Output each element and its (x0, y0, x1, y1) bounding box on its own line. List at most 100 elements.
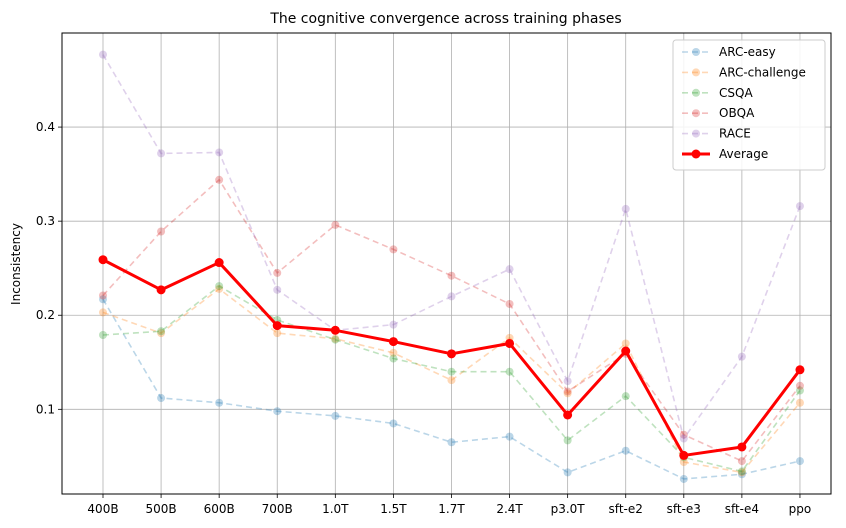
data-point (99, 331, 107, 340)
data-point (737, 467, 746, 476)
data-point (621, 446, 630, 455)
x-tick-label: 700B (262, 502, 293, 516)
data-point (505, 265, 514, 274)
legend-item: CSQA (682, 86, 753, 100)
legend-item: Average (682, 147, 768, 161)
data-point (679, 434, 688, 443)
legend-label: ARC-challenge (719, 65, 806, 79)
data-point (447, 438, 456, 447)
data-point (446, 349, 456, 359)
legend-item: OBQA (682, 106, 755, 120)
x-tick-label: ppo (789, 502, 812, 516)
data-point (215, 284, 224, 293)
data-point (737, 442, 747, 452)
y-tick-label: 0.4 (36, 120, 55, 134)
x-tick-label: 600B (204, 502, 235, 516)
x-tick-label: 1.5T (380, 502, 407, 516)
data-point (157, 227, 166, 236)
data-point (99, 291, 107, 300)
data-point (447, 376, 456, 385)
x-tick-label: 500B (146, 502, 177, 516)
data-point (621, 339, 630, 348)
data-point (214, 258, 224, 268)
data-point (98, 255, 108, 265)
legend-swatch-marker (692, 48, 700, 56)
x-tick-label: 400B (87, 502, 118, 516)
data-point (679, 458, 688, 467)
data-point (563, 468, 572, 477)
data-point (273, 285, 282, 294)
data-point (563, 436, 572, 445)
x-tick-label: sft-e4 (725, 502, 759, 516)
data-point (331, 335, 340, 344)
data-point (505, 299, 514, 308)
x-tick-label: 2.4T (496, 502, 523, 516)
data-point (563, 387, 572, 396)
y-tick-label: 0.3 (36, 214, 55, 228)
legend-swatch-marker (691, 149, 701, 159)
x-tick-label: sft-e3 (667, 502, 701, 516)
data-point (331, 220, 340, 229)
data-point (389, 320, 398, 329)
data-point (99, 50, 107, 59)
data-point (795, 381, 804, 390)
data-point (505, 367, 514, 376)
series-line (102, 298, 801, 480)
data-point (447, 367, 456, 376)
data-point (563, 410, 573, 420)
y-tick-label: 0.1 (36, 402, 55, 416)
data-point (389, 354, 398, 363)
data-point (273, 407, 282, 416)
data-point (621, 392, 630, 401)
series-line (102, 178, 801, 462)
data-point (389, 419, 398, 428)
data-point (273, 268, 282, 277)
data-point (157, 394, 166, 403)
series-line (102, 285, 801, 473)
data-point (737, 470, 746, 479)
data-point (215, 148, 224, 157)
plot-frame (61, 32, 832, 495)
chart-title: The cognitive convergence across trainin… (269, 11, 621, 27)
data-point (272, 321, 282, 331)
data-point (273, 329, 282, 338)
data-point (99, 295, 107, 304)
legend-label: RACE (719, 127, 751, 141)
data-point (215, 282, 224, 291)
series-race (99, 50, 804, 443)
data-point (215, 175, 224, 184)
y-axis-title: Inconsistency (9, 223, 23, 305)
x-tick-label: p3.0T (551, 502, 586, 516)
data-point (737, 468, 746, 477)
data-point (737, 352, 746, 361)
data-point (331, 411, 340, 420)
x-tick-label: sft-e2 (609, 502, 643, 516)
data-point (99, 308, 107, 317)
series-area (98, 50, 805, 483)
legend-item: RACE (682, 127, 751, 141)
data-point (331, 334, 340, 343)
data-point (447, 292, 456, 301)
data-point (330, 325, 340, 335)
data-point (157, 149, 166, 158)
data-point (157, 329, 166, 338)
legend-label: ARC-easy (719, 45, 776, 59)
data-point (679, 450, 689, 460)
data-point (679, 430, 688, 439)
series-arc-easy (99, 295, 804, 483)
data-point (795, 398, 804, 407)
y-tick-label: 0.2 (36, 308, 55, 322)
data-point (795, 457, 804, 466)
legend-item: ARC-easy (682, 45, 776, 59)
data-point (737, 457, 746, 466)
series-line (102, 288, 801, 474)
data-point (447, 271, 456, 280)
grid (62, 33, 831, 494)
legend-label: CSQA (719, 86, 753, 100)
legend-label: OBQA (719, 106, 755, 120)
legend-swatch-marker (692, 109, 700, 118)
data-point (563, 389, 572, 398)
data-point (563, 377, 572, 386)
data-point (388, 337, 398, 347)
legend-swatch-marker (692, 88, 700, 97)
